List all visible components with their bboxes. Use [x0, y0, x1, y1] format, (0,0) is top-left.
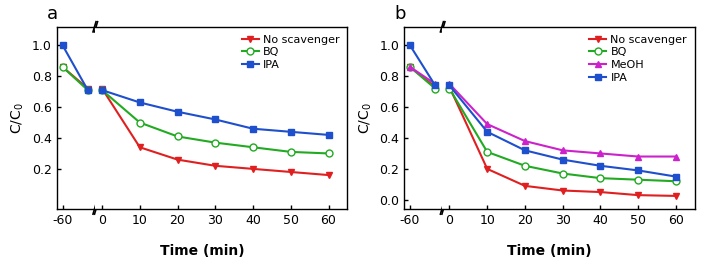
- No scavenger: [211, 164, 220, 168]
- No scavenger: [135, 146, 144, 149]
- BQ: [445, 87, 454, 90]
- No scavenger: [559, 189, 567, 192]
- IPA: [445, 84, 454, 87]
- IPA: [596, 164, 605, 168]
- No scavenger: [671, 194, 680, 198]
- No scavenger: [173, 158, 182, 161]
- Text: Time (min): Time (min): [160, 244, 245, 258]
- IPA: [634, 169, 642, 172]
- Legend: No scavenger, BQ, IPA: No scavenger, BQ, IPA: [240, 32, 342, 72]
- IPA: [173, 110, 182, 113]
- BQ: [520, 164, 529, 168]
- Text: Time (min): Time (min): [507, 244, 592, 258]
- BQ: [596, 177, 605, 180]
- BQ: [483, 150, 491, 154]
- No scavenger: [483, 167, 491, 170]
- BQ: [211, 141, 220, 144]
- IPA: [135, 101, 144, 104]
- IPA: [98, 88, 106, 92]
- BQ: [98, 88, 106, 92]
- BQ: [286, 150, 295, 154]
- No scavenger: [324, 173, 333, 177]
- IPA: [249, 127, 257, 130]
- BQ: [135, 121, 144, 124]
- No scavenger: [596, 191, 605, 194]
- MeOH: [671, 155, 680, 158]
- No scavenger: [634, 193, 642, 197]
- BQ: [173, 135, 182, 138]
- Line: IPA: IPA: [99, 87, 332, 138]
- IPA: [671, 175, 680, 178]
- No scavenger: [520, 184, 529, 188]
- BQ: [671, 180, 680, 183]
- No scavenger: [98, 87, 106, 90]
- IPA: [483, 130, 491, 133]
- IPA: [324, 133, 333, 136]
- Line: BQ: BQ: [446, 85, 679, 185]
- Y-axis label: C/C$_0$: C/C$_0$: [357, 102, 374, 134]
- MeOH: [596, 152, 605, 155]
- BQ: [324, 152, 333, 155]
- No scavenger: [286, 170, 295, 174]
- MeOH: [559, 149, 567, 152]
- MeOH: [483, 122, 491, 126]
- Line: BQ: BQ: [99, 87, 332, 157]
- Line: No scavenger: No scavenger: [446, 84, 679, 199]
- IPA: [520, 149, 529, 152]
- Line: MeOH: MeOH: [446, 80, 679, 160]
- Legend: No scavenger, BQ, MeOH, IPA: No scavenger, BQ, MeOH, IPA: [587, 32, 689, 85]
- No scavenger: [249, 167, 257, 170]
- BQ: [559, 172, 567, 175]
- No scavenger: [445, 85, 454, 89]
- IPA: [211, 118, 220, 121]
- MeOH: [445, 82, 454, 85]
- BQ: [249, 146, 257, 149]
- Text: b: b: [395, 5, 406, 23]
- IPA: [286, 130, 295, 133]
- MeOH: [520, 139, 529, 143]
- BQ: [634, 178, 642, 181]
- IPA: [559, 158, 567, 161]
- Y-axis label: C/C$_0$: C/C$_0$: [10, 102, 26, 134]
- Text: a: a: [48, 5, 58, 23]
- Line: No scavenger: No scavenger: [99, 85, 332, 178]
- MeOH: [634, 155, 642, 158]
- Line: IPA: IPA: [446, 82, 679, 180]
